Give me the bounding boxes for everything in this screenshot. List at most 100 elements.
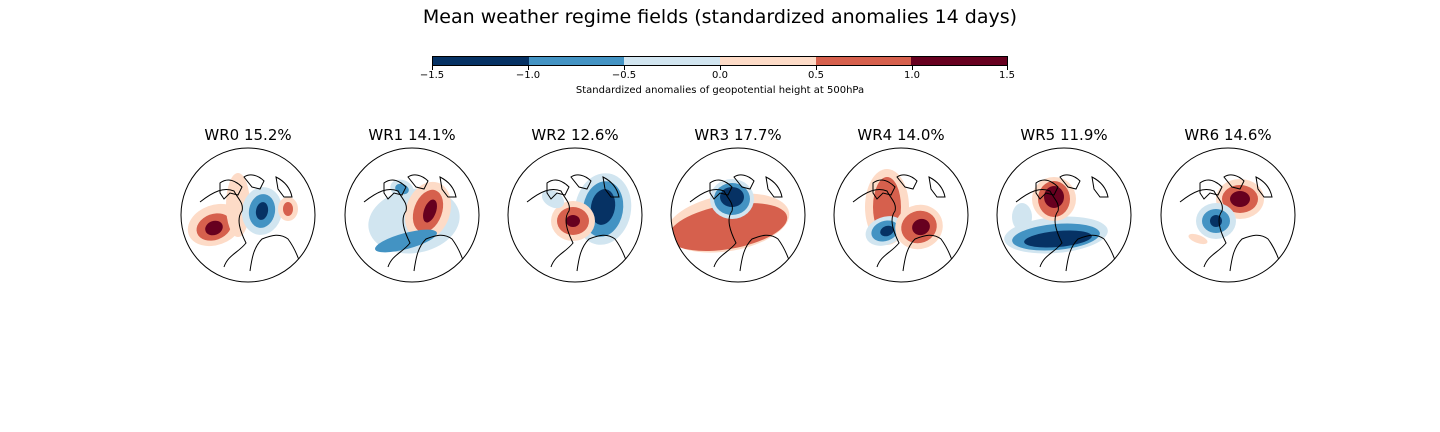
coastline <box>1223 174 1245 190</box>
panel-name: WR6 <box>1184 126 1220 144</box>
coastline <box>1035 179 1059 200</box>
coastline <box>383 179 407 200</box>
anomaly-contour <box>1012 203 1032 231</box>
map-boundary <box>833 147 969 283</box>
coastline <box>199 188 247 268</box>
coastline <box>1179 188 1227 268</box>
anomaly-field <box>1179 174 1281 272</box>
anomaly-contour <box>1210 215 1222 227</box>
panel-name: WR5 <box>1020 126 1056 144</box>
coastline <box>1059 174 1081 190</box>
regime-panel-wr5: WR5 11.9% <box>996 124 1132 283</box>
panel-name: WR2 <box>531 126 567 144</box>
coastline <box>872 179 896 200</box>
coastline <box>852 188 900 268</box>
regime-panel-wr3: WR3 17.7% <box>670 124 806 283</box>
regime-map <box>344 147 480 283</box>
panel-percent: 17.7% <box>733 126 782 144</box>
colorbar-tick <box>624 66 625 70</box>
map-boundary <box>996 147 1132 283</box>
anomaly-contour <box>912 218 930 236</box>
figure-title: Mean weather regime fields (standardized… <box>422 6 1018 28</box>
coastline <box>407 174 429 190</box>
regime-map <box>180 147 316 283</box>
colorbar-tick <box>432 66 433 70</box>
coastline <box>1229 234 1281 272</box>
map-boundary <box>1160 147 1296 283</box>
colorbar-tick-label: −1.0 <box>515 70 541 81</box>
anomaly-contour <box>880 225 894 237</box>
panel-title: WR4 14.0% <box>833 124 969 146</box>
map-boundary <box>180 147 316 283</box>
panel-percent: 14.0% <box>896 126 945 144</box>
coastline <box>249 234 301 272</box>
coastline <box>526 188 574 268</box>
colorbar-tick <box>816 66 817 70</box>
panel-title: WR2 12.6% <box>507 124 643 146</box>
panel-name: WR3 <box>694 126 730 144</box>
coastline <box>1199 179 1223 200</box>
colorbar-tick <box>912 66 913 70</box>
coastline <box>733 174 755 190</box>
coastline <box>1015 188 1063 268</box>
coastline <box>1065 234 1117 272</box>
colorbar-tick <box>528 66 529 70</box>
colorbar-tick-label: −0.5 <box>611 70 637 81</box>
coastline <box>765 176 783 198</box>
panel-name: WR1 <box>368 126 404 144</box>
coastline <box>1255 176 1273 198</box>
panel-name: WR4 <box>857 126 893 144</box>
anomaly-field <box>852 169 954 272</box>
coastline <box>602 176 620 198</box>
coastline <box>902 234 954 272</box>
coastline <box>243 174 265 190</box>
colorbar-segment-5 <box>911 57 1008 65</box>
panel-title: WR5 11.9% <box>996 124 1132 146</box>
anomaly-contour <box>566 215 580 227</box>
coastline <box>689 188 737 268</box>
colorbar-segment-4 <box>815 57 912 65</box>
coastline <box>896 174 918 190</box>
colorbar-label: Standardized anomalies of geopotential h… <box>575 85 865 96</box>
regime-map <box>670 147 806 283</box>
coastline <box>1091 176 1109 198</box>
anomaly-contour <box>720 187 744 207</box>
anomaly-contour <box>1188 233 1208 245</box>
regime-map <box>1160 147 1296 283</box>
regime-panel-wr6: WR6 14.6% <box>1160 124 1296 283</box>
anomaly-field <box>671 174 791 272</box>
regime-map <box>507 147 643 283</box>
coastline <box>413 234 465 272</box>
anomaly-contour <box>255 202 269 220</box>
panel-title: WR1 14.1% <box>344 124 480 146</box>
regime-panel-wr0: WR0 15.2% <box>180 124 316 283</box>
colorbar <box>432 56 1008 66</box>
coastline <box>576 234 628 272</box>
coastline <box>570 174 592 190</box>
colorbar-segment-1 <box>528 57 625 65</box>
anomaly-contour <box>590 189 616 225</box>
anomaly-contour <box>423 199 437 223</box>
panel-title: WR0 15.2% <box>180 124 316 146</box>
colorbar-tick-label: 1.5 <box>999 70 1015 81</box>
anomaly-field <box>187 173 301 272</box>
coastline <box>709 179 733 200</box>
coastline <box>546 179 570 200</box>
panel-name: WR0 <box>204 126 240 144</box>
map-boundary <box>670 147 806 283</box>
coastline <box>275 176 293 198</box>
panel-percent: 15.2% <box>243 126 292 144</box>
panel-percent: 14.1% <box>407 126 456 144</box>
map-boundary <box>507 147 643 283</box>
coastline <box>219 179 243 200</box>
panel-percent: 14.6% <box>1223 126 1272 144</box>
colorbar-tick-label: 0.5 <box>808 70 824 81</box>
coastline <box>363 188 411 268</box>
colorbar-tick-label: −1.5 <box>419 70 445 81</box>
anomaly-contour <box>1230 191 1250 207</box>
anomaly-contour <box>283 202 293 216</box>
map-boundary <box>344 147 480 283</box>
anomaly-field <box>526 173 632 272</box>
anomaly-field <box>1004 174 1117 272</box>
coastline <box>739 234 791 272</box>
